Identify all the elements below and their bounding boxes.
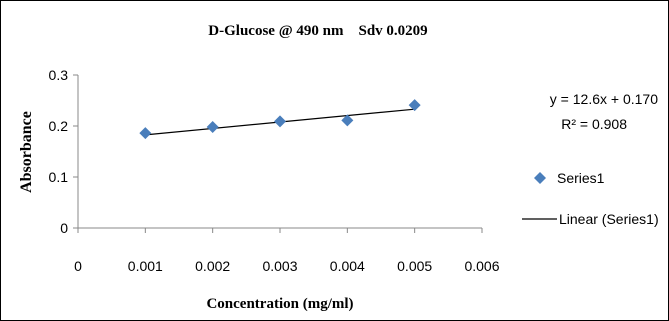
legend-trend-label: Linear (Series1)	[559, 211, 659, 227]
legend-series-label: Series1	[557, 170, 605, 186]
y-tick-label: 0	[60, 220, 68, 236]
data-point	[274, 115, 286, 128]
y-tick-label: 0.3	[49, 67, 69, 83]
trendline-equation: y = 12.6x + 0.170	[550, 91, 658, 107]
x-tick-label: 0.001	[128, 258, 163, 274]
data-point	[206, 121, 219, 134]
legend-series-marker	[534, 172, 546, 184]
x-tick-label: 0.003	[262, 258, 297, 274]
data-point	[139, 127, 152, 140]
x-tick-label: 0	[74, 258, 82, 274]
y-axis-label: Absorbance	[18, 111, 35, 193]
x-tick-label: 0.004	[330, 258, 365, 274]
x-axis-label: Concentration (mg/ml)	[206, 296, 353, 312]
trendline-r2: R² = 0.908	[561, 116, 627, 132]
y-tick-label: 0.1	[49, 169, 69, 185]
x-tick-label: 0.005	[397, 258, 432, 274]
x-tick-label: 0.006	[464, 258, 499, 274]
data-point	[408, 99, 421, 112]
y-tick-label: 0.2	[49, 118, 69, 134]
x-tick-label: 0.002	[195, 258, 230, 274]
data-point	[341, 114, 354, 127]
legend: Series1 Linear (Series1)	[522, 170, 659, 227]
chart-title: D-Glucose @ 490 nm Sdv 0.0209	[208, 23, 427, 39]
